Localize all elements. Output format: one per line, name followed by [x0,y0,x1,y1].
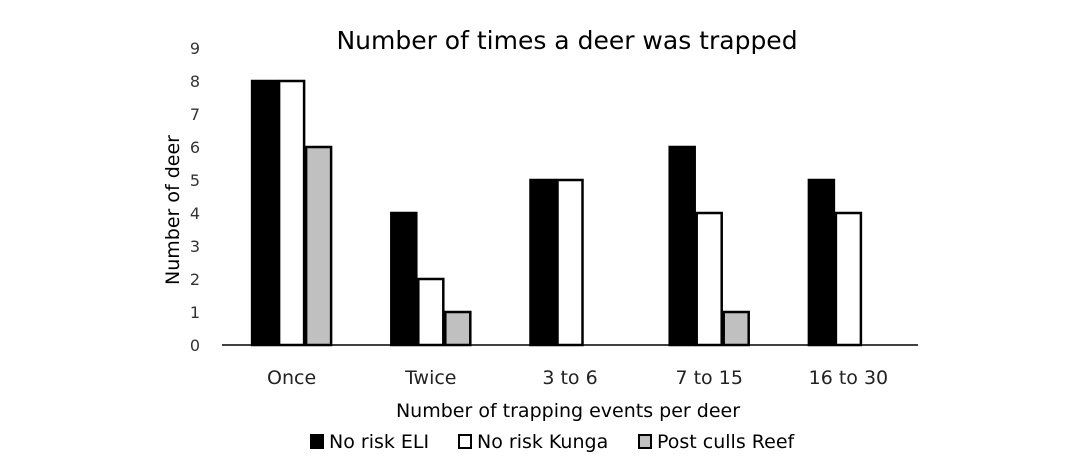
bar-once-series-2 [277,79,306,347]
legend-item: No risk ELI [310,431,429,453]
legend: No risk ELI No risk Kunga Post culls Reef [310,431,796,453]
y-tick-label: 3 [190,237,200,256]
x-tick-label: 3 to 6 [542,367,597,389]
x-tick-label: 16 to 30 [809,367,889,389]
bar-once-series-1 [250,79,279,347]
y-tick-label: 7 [190,105,200,124]
bar-7-to-15-series-1 [668,145,696,347]
bar-twice-series-1 [390,211,418,347]
bar-twice-series-3 [444,310,472,347]
legend-item: No risk Kunga [458,431,608,453]
bars [250,79,863,347]
legend-item: Post culls Reef [638,431,796,453]
bar-16-to-30-series-2 [834,211,863,347]
x-tick-label: Twice [404,367,456,389]
y-tick-label: 5 [190,171,200,190]
legend-label: Post culls Reef [657,431,796,453]
y-tick-label: 8 [190,72,200,91]
bar-7-to-15-series-3 [722,310,750,347]
legend-swatch [310,434,324,449]
y-tick-label: 2 [190,270,200,289]
legend-swatch [638,434,652,449]
legend-label: No risk Kunga [477,431,608,453]
bar-7-to-15-series-2 [695,211,723,347]
y-tick-label: 9 [190,39,200,58]
y-tick-label: 6 [190,138,200,157]
bar-16-to-30-series-1 [807,178,836,347]
bar-once-series-3 [304,145,333,347]
y-tick-label: 4 [190,204,200,223]
bar-3-to-6-series-1 [529,178,557,347]
x-axis-title: Number of trapping events per deer [396,400,740,422]
bar-twice-series-2 [417,277,445,347]
x-tick-label: Once [267,367,316,389]
y-tick-label: 1 [190,303,200,322]
x-axis: Once Twice 3 to 6 7 to 15 16 to 30 [222,344,918,389]
chart-title: Number of times a deer was trapped [336,26,797,55]
y-tick-label: 0 [190,336,200,355]
bar-3-to-6-series-2 [556,178,584,347]
y-axis: 0 1 2 3 4 5 6 7 8 9 [190,39,200,355]
legend-label: No risk ELI [329,431,429,453]
legend-swatch [458,434,472,449]
x-tick-label: 7 to 15 [675,367,742,389]
y-axis-title: Number of deer [162,135,184,285]
